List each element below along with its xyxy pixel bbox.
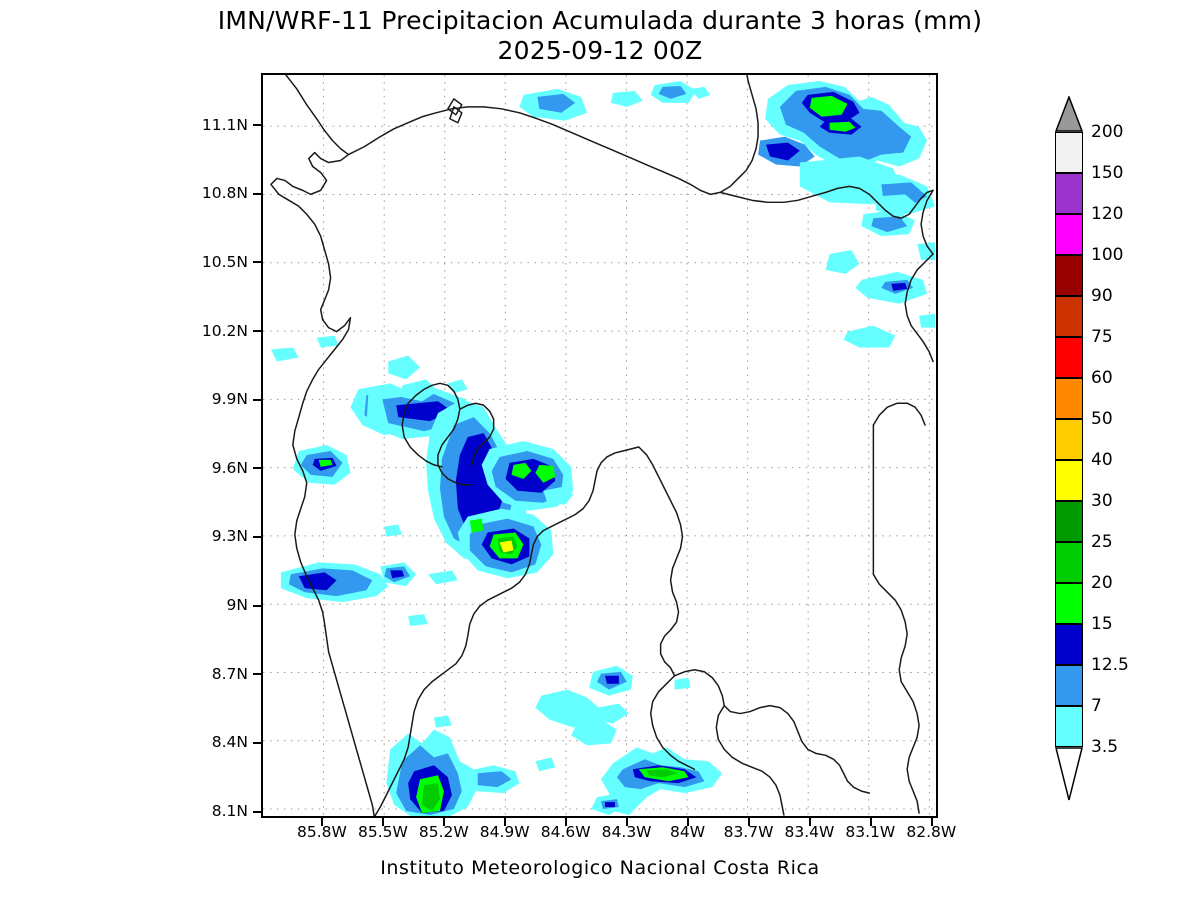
colorbar-swatch-150 — [1055, 173, 1083, 214]
x-tick-label: 82.8W — [906, 823, 957, 841]
colorbar-label: 15 — [1091, 614, 1113, 634]
precipitation-map — [263, 75, 936, 816]
x-tick-mark — [443, 818, 446, 826]
x-tick-mark — [808, 818, 811, 826]
colorbar-swatch-100 — [1055, 255, 1083, 296]
colorbar-swatch-15 — [1055, 624, 1083, 665]
x-tick-label: 84W — [669, 823, 706, 841]
colorbar-legend: 200 150 120 100 90 75 60 50 40 30 25 20 … — [1055, 96, 1195, 826]
colorbar-label: 60 — [1091, 368, 1113, 388]
colorbar-label: 40 — [1091, 450, 1113, 470]
x-tick-mark — [748, 818, 750, 826]
x-tick-mark — [382, 818, 385, 826]
colorbar-swatch-20 — [1055, 583, 1083, 624]
y-tick-label: 9.9N — [211, 390, 248, 409]
y-tick-label: 10.8N — [201, 184, 248, 203]
y-tick-mark — [253, 673, 261, 676]
x-tick-label: 85.2W — [418, 823, 469, 841]
x-tick-label: 83.4W — [784, 823, 835, 841]
colorbar-swatch-200 — [1055, 132, 1083, 173]
x-tick-mark — [504, 818, 507, 826]
colorbar-label: 150 — [1091, 163, 1124, 183]
colorbar-label: 7 — [1091, 696, 1102, 716]
y-tick-label: 10.5N — [201, 252, 248, 271]
precip-region-golfo-panama — [535, 665, 723, 816]
colorbar-label: 120 — [1091, 204, 1124, 224]
coastlines — [270, 75, 934, 816]
x-tick-mark — [930, 818, 933, 826]
y-tick-label: 8.4N — [211, 733, 248, 752]
colorbar-swatch-90 — [1055, 296, 1083, 337]
precip-region-pacifico-suroeste — [280, 524, 429, 627]
colorbar-label: 50 — [1091, 409, 1113, 429]
x-tick-mark — [321, 818, 324, 826]
y-tick-mark — [253, 192, 261, 195]
map-plot-area — [261, 73, 938, 818]
colorbar-swatch-25 — [1055, 542, 1083, 583]
colorbar-label: 90 — [1091, 286, 1113, 306]
colorbar-label: 3.5 — [1091, 737, 1119, 757]
y-tick-mark — [253, 604, 261, 607]
y-tick-mark — [253, 467, 261, 470]
colorbar-swatch-40 — [1055, 460, 1083, 501]
x-tick-label: 84.6W — [540, 823, 591, 841]
y-tick-mark — [253, 261, 261, 264]
x-tick-mark — [687, 818, 689, 826]
colorbar-label: 25 — [1091, 532, 1113, 552]
x-tick-mark — [565, 818, 568, 826]
y-tick-mark — [253, 124, 261, 126]
colorbar-swatch-60 — [1055, 378, 1083, 419]
colorbar-over-arrow — [1055, 96, 1083, 132]
x-tick-label: 85.8W — [296, 823, 347, 841]
x-tick-mark — [626, 818, 629, 826]
y-tick-mark — [253, 535, 261, 538]
colorbar-label: 100 — [1091, 245, 1124, 265]
y-tick-mark — [253, 330, 261, 332]
colorbar-swatch-30 — [1055, 501, 1083, 542]
footer-credit: Instituto Meteorologico Nacional Costa R… — [380, 857, 820, 879]
precip-region-pacifico-central — [426, 379, 574, 585]
x-tick-label: 85.5W — [357, 823, 408, 841]
y-tick-label: 8.1N — [211, 802, 248, 820]
colorbar-label: 200 — [1091, 122, 1124, 142]
x-tick-label: 84.9W — [479, 823, 530, 841]
colorbar-swatch-50 — [1055, 419, 1083, 460]
colorbar-swatch-7 — [1055, 706, 1083, 747]
chart-title: IMN/WRF-11 Precipitacion Acumulada duran… — [217, 6, 983, 35]
precip-region-caribe-norte — [270, 80, 936, 362]
chart-title-block: IMN/WRF-11 Precipitacion Acumulada duran… — [0, 6, 1200, 65]
x-tick-label: 83.7W — [723, 823, 774, 841]
chart-subtitle: 2025-09-12 00Z — [497, 35, 703, 65]
colorbar-label: 12.5 — [1091, 655, 1129, 675]
colorbar-swatch-12.5 — [1055, 665, 1083, 706]
y-tick-label: 9.6N — [211, 458, 248, 477]
colorbar-swatch-120 — [1055, 214, 1083, 255]
y-tick-label: 9N — [226, 596, 248, 615]
y-tick-mark — [253, 398, 261, 401]
y-tick-mark — [253, 741, 261, 744]
x-tick-label: 84.3W — [601, 823, 652, 841]
colorbar-label: 20 — [1091, 573, 1113, 593]
colorbar-swatch-75 — [1055, 337, 1083, 378]
x-tick-label: 83.1W — [845, 823, 896, 841]
y-tick-label: 11.1N — [201, 115, 248, 134]
precip-region-pacifico-sur — [386, 715, 556, 816]
colorbar-label: 30 — [1091, 491, 1113, 511]
y-tick-label: 9.3N — [211, 527, 248, 546]
y-tick-mark — [253, 810, 261, 813]
colorbar-under-arrow — [1055, 747, 1083, 801]
y-tick-label: 8.7N — [211, 664, 248, 683]
x-tick-mark — [869, 818, 872, 826]
y-tick-label: 10.2N — [201, 321, 248, 340]
colorbar-label: 75 — [1091, 327, 1113, 347]
